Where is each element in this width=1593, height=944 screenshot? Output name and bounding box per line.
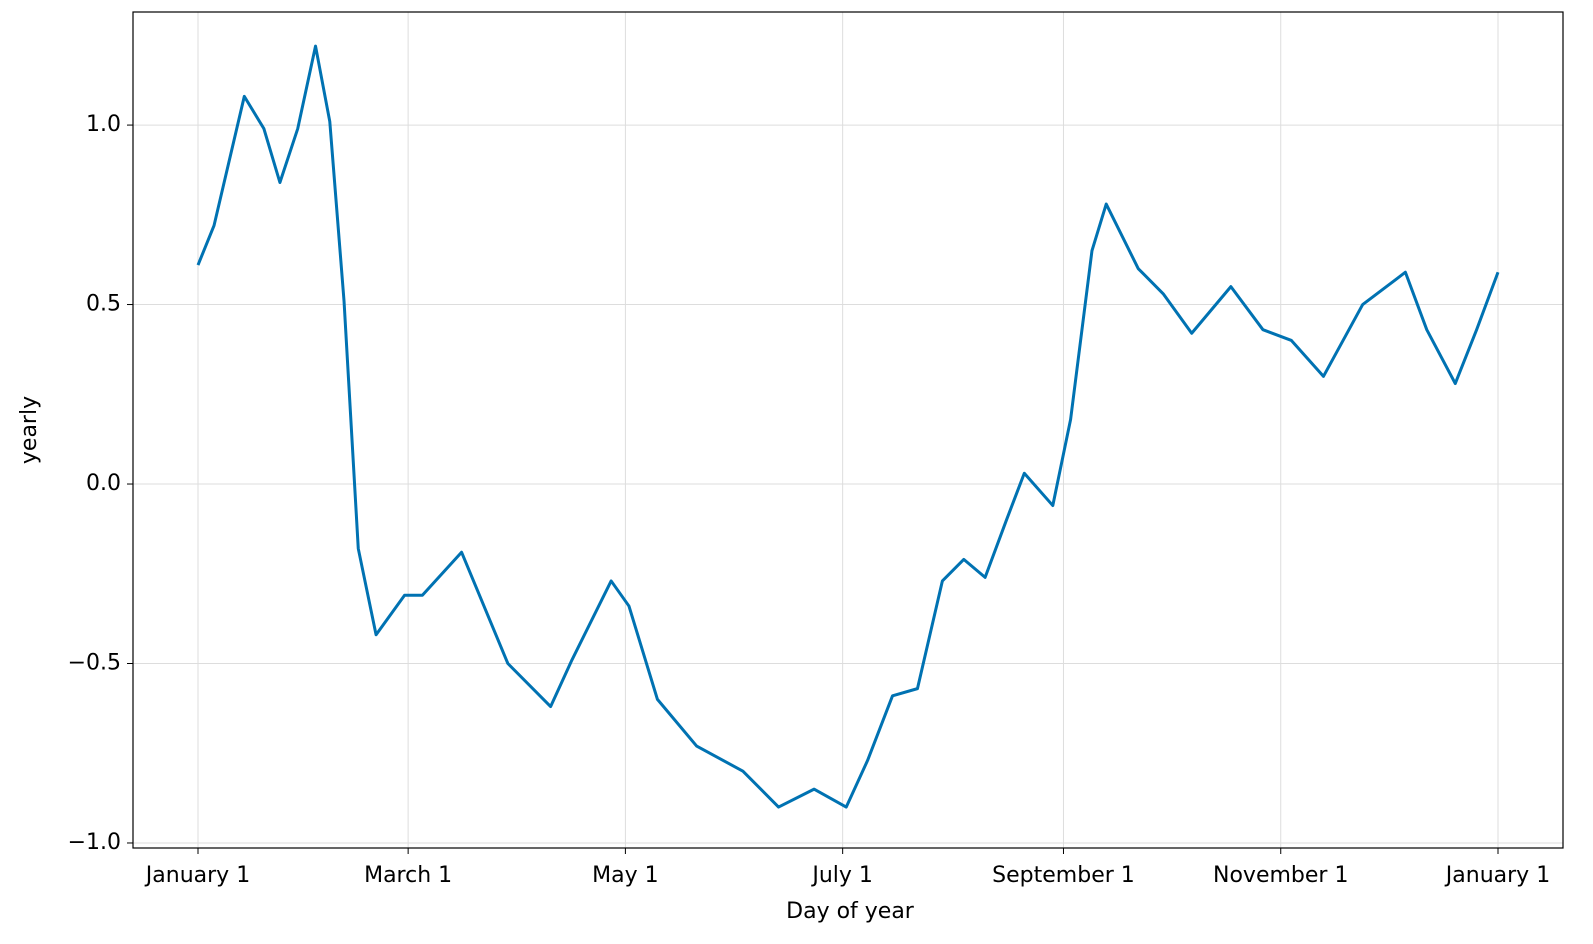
x-tick-label: July 1 (810, 863, 873, 888)
data-line (196, 44, 1500, 809)
x-tick-label: November 1 (1213, 863, 1348, 888)
x-tick-label: May 1 (592, 863, 658, 888)
x-tick-label: January 1 (1444, 863, 1550, 888)
x-tick-label: March 1 (364, 863, 452, 888)
x-tick-label: January 1 (144, 863, 250, 888)
y-tick-label: −1.0 (68, 830, 121, 855)
y-axis-label: yearly (17, 396, 42, 464)
y-tick-label: −0.5 (68, 650, 121, 675)
y-tick-label: 0.0 (86, 471, 121, 496)
x-axis-label: Day of year (786, 899, 915, 924)
x-tick-label: September 1 (992, 863, 1135, 888)
y-tick-label: 0.5 (86, 292, 121, 317)
plot-frame (132, 11, 1564, 849)
y-tick-label: 1.0 (86, 112, 121, 137)
